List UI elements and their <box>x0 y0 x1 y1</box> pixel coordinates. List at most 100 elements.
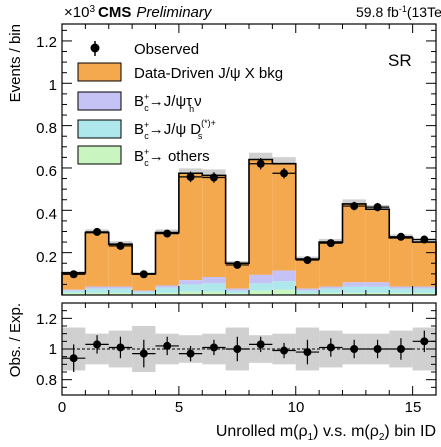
ratio-point <box>350 345 359 353</box>
observed-point <box>139 270 148 279</box>
y-axis-title-ratio: Obs. / Exp. <box>7 303 24 377</box>
histogram-bar <box>365 292 390 295</box>
histogram-bar <box>412 288 436 293</box>
histogram-bar <box>155 285 179 288</box>
ratio-point <box>139 349 148 358</box>
histogram-bar <box>412 286 436 289</box>
observed-point <box>116 241 125 250</box>
histogram-bar <box>365 286 390 293</box>
y-tick-label: 0.6 <box>36 163 57 180</box>
observed-point <box>420 235 429 244</box>
lumi-label: 59.8 fb-1(13TeV) <box>356 4 441 20</box>
histogram-bar <box>295 293 320 295</box>
legend-label: B+ c→J/ψ D(*)+ s <box>134 118 216 141</box>
legend-label: Observed <box>134 41 199 58</box>
histogram-bar <box>202 291 226 295</box>
y-tick-label: 0.4 <box>36 206 57 223</box>
observed-point <box>69 270 78 279</box>
histogram-bar <box>108 288 133 293</box>
observed-point <box>209 173 218 182</box>
ratio-point <box>93 340 102 349</box>
histogram-bar <box>365 209 390 283</box>
legend-swatch <box>77 91 122 111</box>
y-axis-title-top: Events / bin <box>7 24 24 102</box>
histogram-bar <box>85 232 109 287</box>
histogram-bar <box>389 292 413 295</box>
histogram-bar <box>225 263 249 289</box>
histogram-bar <box>178 291 203 295</box>
observed-point <box>93 227 102 236</box>
ratio-point <box>373 345 382 353</box>
legend: Observed Data-Driven J/ψ X bkg B+ c→J/ψτh… <box>77 41 283 168</box>
histogram-bar <box>342 286 366 293</box>
histogram-bar <box>295 290 320 294</box>
legend-label: B+ c→J/ψτhν <box>134 92 202 114</box>
histogram-bar <box>295 259 320 289</box>
ratio-point <box>303 348 312 357</box>
histogram-bar <box>389 286 413 289</box>
legend-item-bkg: Data-Driven J/ψ X bkg <box>77 62 283 82</box>
histogram-bar <box>272 270 296 282</box>
x-tick-labels: 0 5 10 15 <box>58 399 422 416</box>
ratio-point <box>420 337 429 346</box>
histogram-bar <box>412 292 436 295</box>
y-tick-labels-top: 0.2 0.4 0.6 0.8 1 1.2 <box>36 34 57 266</box>
x-tick-label: 10 <box>288 399 305 416</box>
histogram-bar <box>249 274 273 284</box>
legend-item-ds: B+ c→J/ψ D(*)+ s <box>77 118 216 141</box>
x-tick-label: 0 <box>58 399 66 416</box>
legend-swatch <box>77 119 122 139</box>
histogram-bar <box>155 287 179 293</box>
histogram-bar <box>412 242 436 287</box>
y-tick-label: 0.8 <box>36 120 57 137</box>
legend-item-others: B+ c→ others <box>77 145 210 168</box>
histogram-bar <box>155 232 179 286</box>
ratio-point <box>116 343 125 352</box>
histogram-bar <box>62 289 86 291</box>
histogram-bar <box>319 286 343 289</box>
histogram-bar <box>319 292 343 295</box>
histogram-bar <box>62 272 86 290</box>
ratio-point <box>326 343 335 352</box>
legend-swatch <box>77 145 122 165</box>
legend-label: B+ c→ others <box>134 147 210 168</box>
ratio-point <box>163 341 172 350</box>
observed-point <box>303 256 312 265</box>
y-tick-label: 1 <box>49 341 57 358</box>
observed-point <box>350 202 359 211</box>
histogram-bar <box>225 293 249 295</box>
legend-item-observed: Observed <box>90 41 199 58</box>
histogram-bar <box>132 273 156 291</box>
observed-point <box>373 203 382 212</box>
histogram-bar <box>272 281 296 290</box>
observed-points-ratio <box>62 330 436 372</box>
histogram-bar <box>108 286 133 289</box>
observed-point <box>326 239 335 248</box>
observed-points-top <box>62 158 436 279</box>
legend-label: Data-Driven J/ψ X bkg <box>134 65 283 82</box>
observed-point <box>233 260 242 269</box>
y-tick-label: 1.2 <box>36 34 57 51</box>
histogram-bar <box>85 286 109 289</box>
observed-point <box>256 159 265 168</box>
x-tick-label: 5 <box>175 399 183 416</box>
region-label: SR <box>388 51 412 70</box>
histogram-bar <box>202 175 226 278</box>
histogram-bar <box>108 292 133 295</box>
ratio-point <box>256 340 265 349</box>
histogram-bar <box>342 292 366 295</box>
histogram-bar <box>365 282 390 287</box>
ratio-point <box>396 345 405 353</box>
ratio-point <box>233 345 242 353</box>
ratio-point <box>209 343 218 352</box>
observed-point <box>186 172 195 181</box>
histogram-bar <box>155 292 179 295</box>
histogram-bar <box>108 244 133 287</box>
histogram-bar <box>202 277 226 284</box>
observed-point <box>163 229 172 238</box>
histogram-bar <box>62 292 86 295</box>
exponent-label: ×103 CMS Preliminary <box>64 4 213 21</box>
histogram-bar <box>85 292 109 295</box>
histogram-bar <box>249 290 273 295</box>
